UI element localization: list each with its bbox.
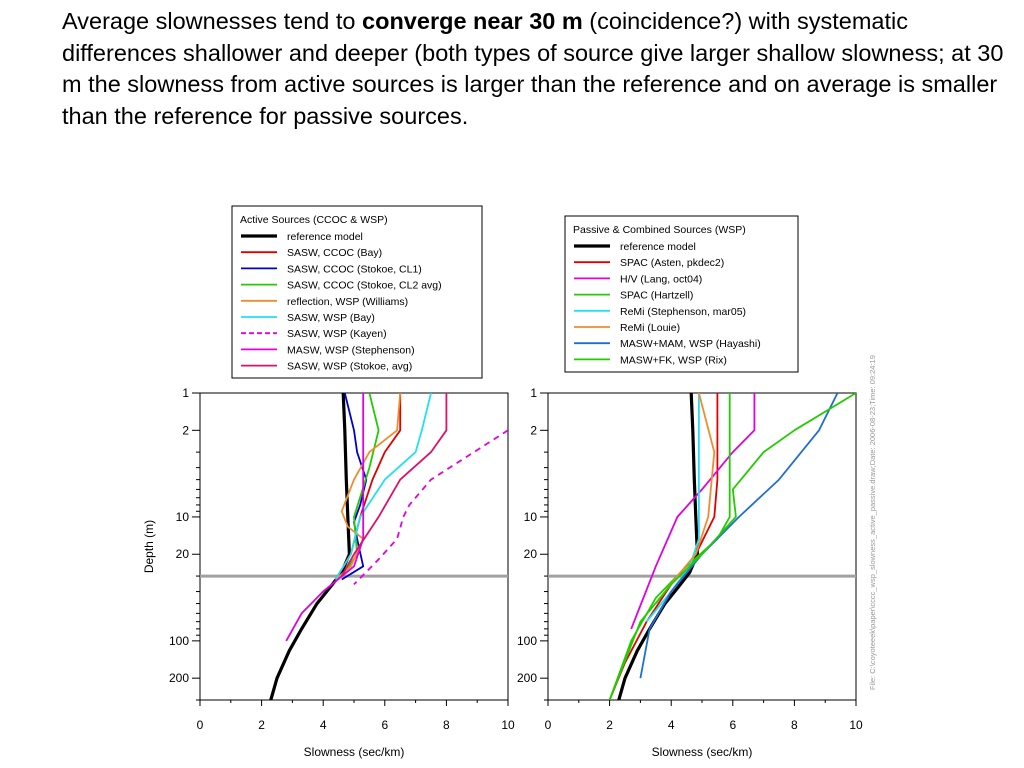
legend-entry: MASW, WSP (Stephenson): [287, 344, 415, 356]
x-tick-label: 4: [320, 718, 327, 732]
x-axis-label: Slowness (sec/km): [304, 745, 405, 759]
legend-entry: reference model: [287, 231, 363, 243]
legend-entry: SPAC (Asten, pkdec2): [620, 257, 724, 269]
y-tick-label: 2: [530, 423, 537, 437]
x-tick-label: 8: [443, 718, 450, 732]
y-axis-label: Depth (m): [142, 520, 156, 573]
x-tick-label: 6: [729, 718, 736, 732]
x-tick-label: 2: [258, 718, 265, 732]
series-line-7: [639, 393, 839, 679]
legend-entry: H/V (Lang, oct04): [620, 273, 702, 285]
slide-text-bold: converge near 30 m: [362, 8, 583, 34]
y-tick-label: 200: [169, 671, 189, 685]
y-tick-label: 2: [182, 423, 189, 437]
series-line-5: [645, 393, 700, 623]
x-tick-label: 0: [545, 718, 552, 732]
legend-entry: ReMi (Louie): [620, 322, 680, 334]
legend-entry: reflection, WSP (Williams): [287, 296, 408, 308]
x-tick-label: 6: [381, 718, 388, 732]
slide-text-part2: (coincidence?) with systematic differenc…: [62, 8, 1004, 129]
legend-entry: SASW, WSP (Stokoe, avg): [287, 361, 412, 373]
slide-body-text: Average slownesses tend to converge near…: [62, 6, 1012, 132]
x-tick-label: 4: [668, 718, 675, 732]
y-tick-label: 1: [530, 386, 537, 400]
x-tick-label: 2: [606, 718, 613, 732]
series-line-3: [630, 393, 756, 630]
legend-entry: SASW, WSP (Kayen): [287, 328, 387, 340]
series-line-8: [285, 393, 365, 642]
series-line-3: [341, 393, 368, 581]
legend-entry: ReMi (Stephenson, mar05): [620, 306, 746, 318]
legend-entry: SASW, CCOC (Bay): [287, 247, 382, 259]
legend-entry: SASW, CCOC (Stokoe, CL2 avg): [287, 280, 442, 292]
y-tick-label: 100: [169, 634, 189, 648]
file-label: File: C:\coyoteeek\paper\cccc_wsp_slowne…: [868, 355, 877, 690]
series-line-7: [353, 429, 508, 586]
legend: Passive & Combined Sources (WSP) referenc…: [564, 215, 799, 373]
legend-entry: SPAC (Hartzell): [620, 290, 693, 302]
x-tick-label: 10: [501, 718, 515, 732]
series-line-8: [608, 393, 856, 700]
legend-entry: reference model: [620, 241, 696, 253]
plot-frame: [199, 392, 509, 701]
y-tick-label: 10: [524, 510, 538, 524]
legend-entry: MASW+FK, WSP (Rix): [620, 354, 727, 366]
legend-title: Active Sources (CCOC & WSP): [240, 214, 388, 226]
legend-entry: MASW+MAM, WSP (Hayashi): [620, 338, 761, 350]
series-line-9: [340, 393, 448, 577]
y-tick-label: 10: [176, 510, 190, 524]
series-line-1: [269, 393, 351, 700]
slide-text-part1: Average slownesses tend to: [62, 8, 363, 34]
y-tick-label: 20: [524, 547, 538, 561]
series-line-1: [617, 393, 700, 700]
y-tick-label: 1: [182, 386, 189, 400]
series-line-5: [334, 393, 402, 581]
y-tick-label: 20: [176, 547, 190, 561]
plot-frame: [547, 392, 857, 701]
legend: Active Sources (CCOC & WSP) reference mod…: [231, 205, 483, 379]
x-tick-label: 8: [791, 718, 798, 732]
y-tick-label: 200: [517, 671, 537, 685]
x-tick-label: 10: [849, 718, 863, 732]
legend-title: Passive & Combined Sources (WSP): [573, 224, 746, 236]
y-tick-label: 100: [517, 634, 537, 648]
legend-entry: SASW, WSP (Bay): [287, 312, 375, 324]
x-tick-label: 0: [197, 718, 204, 732]
series-line-6: [334, 393, 432, 580]
x-axis-label: Slowness (sec/km): [652, 745, 753, 759]
legend-entry: SASW, CCOC (Stokoe, CL1): [287, 263, 422, 275]
